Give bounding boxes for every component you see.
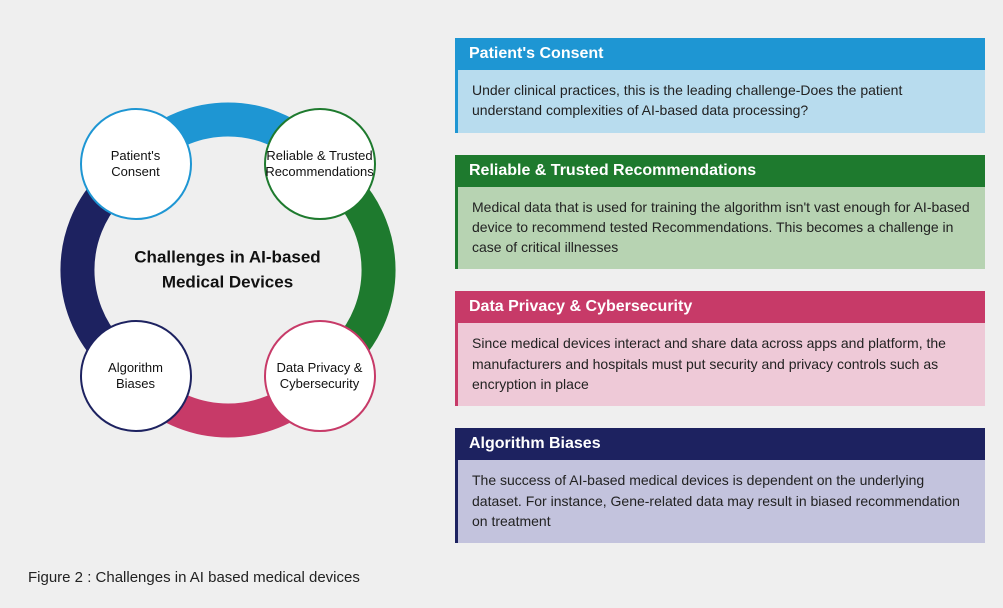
node-privacy: Data Privacy & Cybersecurity (264, 320, 376, 432)
center-line2: Medical Devices (123, 270, 333, 295)
info-block-3: Algorithm Biases The success of AI-based… (455, 428, 985, 543)
node-reliable: Reliable & Trusted Recommendations (264, 108, 376, 220)
node-biases-label: Algorithm Biases (90, 360, 182, 393)
info-body-3: The success of AI-based medical devices … (455, 460, 985, 543)
info-header-2: Data Privacy & Cybersecurity (455, 291, 985, 323)
info-block-0: Patient's Consent Under clinical practic… (455, 38, 985, 133)
node-privacy-label: Data Privacy & Cybersecurity (274, 360, 366, 393)
center-line1: Challenges in AI-based (123, 245, 333, 270)
node-patient: Patient's Consent (80, 108, 192, 220)
info-header-3: Algorithm Biases (455, 428, 985, 460)
info-block-2: Data Privacy & Cybersecurity Since medic… (455, 291, 985, 406)
arc-right (348, 190, 379, 350)
info-panel: Patient's Consent Under clinical practic… (455, 0, 1003, 608)
node-biases: Algorithm Biases (80, 320, 192, 432)
figure-caption: Figure 2 : Challenges in AI based medica… (28, 569, 360, 586)
arc-left (77, 190, 108, 350)
node-patient-label: Patient's Consent (90, 148, 182, 181)
info-block-1: Reliable & Trusted Recommendations Medic… (455, 155, 985, 270)
node-reliable-label: Reliable & Trusted Recommendations (265, 148, 373, 181)
center-label: Challenges in AI-based Medical Devices (123, 245, 333, 294)
info-body-0: Under clinical practices, this is the le… (455, 70, 985, 133)
info-body-2: Since medical devices interact and share… (455, 323, 985, 406)
cycle-panel: Challenges in AI-based Medical Devices P… (0, 0, 455, 608)
infographic-container: Challenges in AI-based Medical Devices P… (0, 0, 1003, 608)
cycle-diagram: Challenges in AI-based Medical Devices P… (28, 70, 428, 470)
info-header-1: Reliable & Trusted Recommendations (455, 155, 985, 187)
info-body-1: Medical data that is used for training t… (455, 187, 985, 270)
info-header-0: Patient's Consent (455, 38, 985, 70)
